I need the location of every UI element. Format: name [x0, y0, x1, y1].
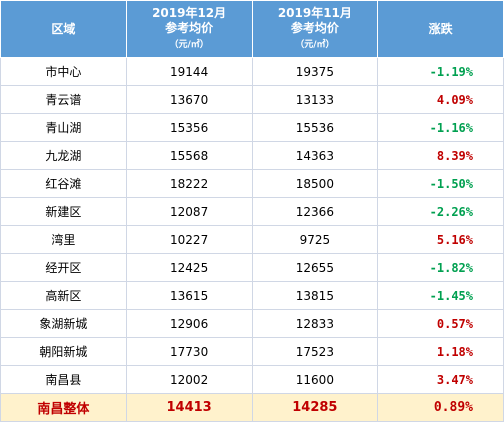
district-cell: 朝阳新城: [0, 337, 127, 366]
district-cell: 高新区: [0, 281, 127, 310]
header-text: 参考均价: [165, 20, 214, 35]
district-cell: 经开区: [0, 253, 127, 282]
price-cell: 13815: [251, 281, 379, 310]
district-cell: 南昌县: [0, 365, 127, 394]
price-cell: 14363: [251, 141, 379, 170]
change-cell: 1.18%: [377, 337, 504, 366]
district-cell: 新建区: [0, 197, 127, 226]
total-row: 南昌整体 14413 14285 0.89%: [0, 393, 504, 422]
price-cell: 19144: [125, 57, 253, 86]
table-row: 经开区 12425 12655 -1.82%: [0, 253, 504, 282]
price-cell: 12002: [125, 365, 253, 394]
price-cell: 12833: [251, 309, 379, 338]
price-cell: 9725: [251, 225, 379, 254]
price-cell: 14413: [125, 393, 253, 422]
change-cell: 5.16%: [377, 225, 504, 254]
district-cell: 青云谱: [0, 85, 127, 114]
change-cell: 8.39%: [377, 141, 504, 170]
table-row: 新建区 12087 12366 -2.26%: [0, 197, 504, 226]
price-cell: 17730: [125, 337, 253, 366]
header-row: 区域 2019年12月 参考均价 （元/㎡） 2019年11月 参考均价 （元/㎡） 涨跌: [0, 0, 504, 58]
header-text: 参考均价: [290, 20, 339, 35]
price-cell: 12425: [125, 253, 253, 282]
district-cell: 南昌整体: [0, 393, 127, 422]
price-cell: 17523: [251, 337, 379, 366]
table-row: 红谷滩 18222 18500 -1.50%: [0, 169, 504, 198]
price-cell: 18222: [125, 169, 253, 198]
change-cell: -1.82%: [377, 253, 504, 282]
table-header: 区域 2019年12月 参考均价 （元/㎡） 2019年11月 参考均价 （元/㎡） 涨跌: [0, 0, 504, 58]
district-cell: 湾里: [0, 225, 127, 254]
change-cell: -2.26%: [377, 197, 504, 226]
price-cell: 12906: [125, 309, 253, 338]
price-cell: 13615: [125, 281, 253, 310]
price-cell: 12655: [251, 253, 379, 282]
price-cell: 10227: [125, 225, 253, 254]
change-cell: 4.09%: [377, 85, 504, 114]
district-cell: 红谷滩: [0, 169, 127, 198]
header-cell: 区域: [0, 0, 127, 58]
table-row: 市中心 19144 19375 -1.19%: [0, 57, 504, 86]
header-text: （元/㎡）: [169, 39, 209, 50]
price-cell: 19375: [251, 57, 379, 86]
district-cell: 九龙湖: [0, 141, 127, 170]
change-cell: -1.19%: [377, 57, 504, 86]
header-text: 区域: [51, 21, 76, 36]
price-cell: 11600: [251, 365, 379, 394]
change-cell: 3.47%: [377, 365, 504, 394]
table-row: 湾里 10227 9725 5.16%: [0, 225, 504, 254]
header-text: （元/㎡）: [295, 39, 335, 50]
header-cell: 2019年11月 参考均价 （元/㎡）: [251, 0, 379, 58]
header-cell: 2019年12月 参考均价 （元/㎡）: [125, 0, 253, 58]
table-row: 象湖新城 12906 12833 0.57%: [0, 309, 504, 338]
price-cell: 12366: [251, 197, 379, 226]
change-cell: 0.89%: [377, 393, 504, 422]
table-body: 市中心 19144 19375 -1.19% 青云谱 13670 13133 4.09% 青山湖…: [0, 57, 504, 422]
change-cell: -1.50%: [377, 169, 504, 198]
table-row: 青云谱 13670 13133 4.09%: [0, 85, 504, 114]
table-row: 高新区 13615 13815 -1.45%: [0, 281, 504, 310]
price-cell: 13670: [125, 85, 253, 114]
district-cell: 市中心: [0, 57, 127, 86]
change-cell: -1.45%: [377, 281, 504, 310]
price-cell: 15536: [251, 113, 379, 142]
price-cell: 13133: [251, 85, 379, 114]
district-cell: 象湖新城: [0, 309, 127, 338]
price-cell: 15568: [125, 141, 253, 170]
change-cell: -1.16%: [377, 113, 504, 142]
price-cell: 14285: [251, 393, 379, 422]
price-cell: 12087: [125, 197, 253, 226]
table-row: 南昌县 12002 11600 3.47%: [0, 365, 504, 394]
price-cell: 15356: [125, 113, 253, 142]
table-row: 青山湖 15356 15536 -1.16%: [0, 113, 504, 142]
table-row: 朝阳新城 17730 17523 1.18%: [0, 337, 504, 366]
header-text: 2019年12月: [152, 5, 227, 20]
header-cell: 涨跌: [377, 0, 504, 58]
price-cell: 18500: [251, 169, 379, 198]
district-cell: 青山湖: [0, 113, 127, 142]
change-cell: 0.57%: [377, 309, 504, 338]
header-text: 涨跌: [428, 21, 453, 36]
table-row: 九龙湖 15568 14363 8.39%: [0, 141, 504, 170]
header-text: 2019年11月: [277, 5, 352, 20]
